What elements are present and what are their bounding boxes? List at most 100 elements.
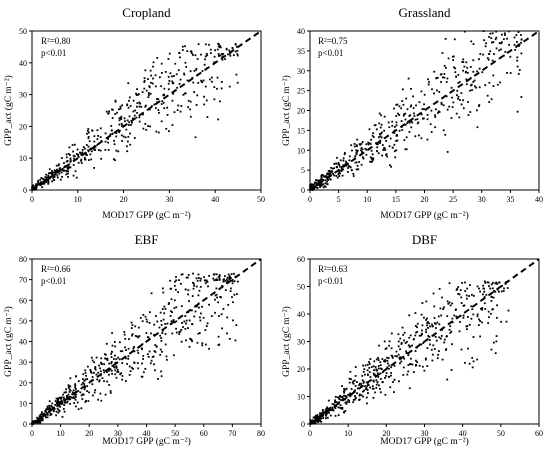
scatter-point <box>393 391 395 393</box>
scatter-point <box>146 320 149 323</box>
scatter-point <box>104 357 106 360</box>
scatter-point <box>69 402 72 405</box>
scatter-point <box>421 333 423 336</box>
scatter-point <box>130 327 133 329</box>
scatter-point <box>56 398 59 401</box>
scatter-point <box>432 344 435 347</box>
scatter-point <box>163 107 166 110</box>
scatter-point <box>402 374 405 376</box>
scatter-point <box>205 52 208 55</box>
scatter-point <box>356 138 359 141</box>
scatter-point <box>440 101 443 104</box>
scatter-point <box>464 281 466 284</box>
x-tick-label: 20 <box>421 195 429 204</box>
scatter-point <box>376 146 379 149</box>
scatter-point <box>334 415 337 417</box>
scatter-point <box>203 276 205 279</box>
scatter-point <box>365 153 368 156</box>
scatter-point <box>337 163 340 166</box>
scatter-point <box>466 297 468 300</box>
scatter-point <box>322 186 325 189</box>
scatter-point <box>72 174 75 177</box>
scatter-point <box>93 371 95 374</box>
scatter-point <box>152 77 154 80</box>
scatter-point <box>175 73 178 76</box>
scatter-point <box>470 305 473 308</box>
scatter-point <box>169 72 172 75</box>
scatter-point <box>170 310 172 313</box>
scatter-point <box>160 370 162 373</box>
scatter-point <box>196 341 199 344</box>
scatter-point <box>342 390 345 393</box>
scatter-point <box>208 303 210 306</box>
scatter-point <box>57 401 60 404</box>
scatter-point <box>360 163 363 166</box>
y-tick-label: 50 <box>19 317 27 326</box>
scatter-point <box>91 376 94 378</box>
scatter-point <box>89 153 92 156</box>
scatter-point <box>516 56 519 59</box>
scatter-point <box>386 359 389 362</box>
scatter-point <box>151 105 153 107</box>
scatter-point <box>355 168 358 171</box>
scatter-point <box>350 169 353 172</box>
scatter-point <box>158 76 161 79</box>
scatter-point <box>446 151 449 153</box>
scatter-point <box>408 131 411 133</box>
scatter-point <box>116 111 118 114</box>
x-axis-label: MOD17 GPP (gC m⁻²) <box>102 436 191 447</box>
scatter-point <box>451 302 454 305</box>
scatter-point <box>160 103 163 105</box>
scatter-point <box>87 137 90 140</box>
scatter-point <box>140 105 143 108</box>
scatter-point <box>486 94 489 97</box>
scatter-point <box>52 176 55 179</box>
scatter-point <box>141 348 143 351</box>
scatter-point <box>98 380 100 383</box>
scatter-point <box>203 279 206 282</box>
scatter-point <box>436 76 439 79</box>
scatter-point <box>90 372 93 374</box>
scatter-point <box>343 411 346 414</box>
scatter-point <box>99 127 102 130</box>
scatter-point <box>387 367 390 370</box>
scatter-point <box>470 317 473 320</box>
scatter-point <box>457 73 460 76</box>
scatter-point <box>49 414 52 417</box>
scatter-point <box>420 334 423 337</box>
scatter-point <box>377 376 380 378</box>
scatter-point <box>106 357 109 360</box>
scatter-point <box>375 358 378 361</box>
scatter-point <box>364 385 366 388</box>
scatter-point <box>388 126 391 129</box>
scatter-point <box>65 160 68 163</box>
scatter-point <box>209 52 212 55</box>
scatter-point <box>520 96 523 98</box>
x-tick-label: 20 <box>382 429 390 438</box>
x-tick-label: 0 <box>30 429 34 438</box>
scatter-point <box>96 138 99 141</box>
scatter-point <box>111 133 114 136</box>
scatter-point <box>188 300 190 303</box>
scatter-point <box>434 114 436 117</box>
scatter-point <box>482 287 485 290</box>
scatter-point <box>230 277 232 279</box>
scatter-point <box>396 139 399 142</box>
scatter-point <box>394 156 397 159</box>
scatter-point <box>76 148 79 151</box>
scatter-point <box>74 393 76 396</box>
scatter-point <box>56 400 59 402</box>
scatter-point <box>46 176 49 179</box>
scatter-point <box>470 83 473 86</box>
scatter-point <box>57 409 60 411</box>
scatter-point <box>69 385 72 388</box>
x-tick-label: 40 <box>143 429 151 438</box>
scatter-point <box>444 133 447 136</box>
scatter-point <box>354 155 357 157</box>
scatter-point <box>65 388 67 391</box>
scatter-point <box>41 411 43 414</box>
y-tick-label: 35 <box>297 47 305 56</box>
scatter-point <box>68 154 71 156</box>
scatter-point <box>43 182 46 185</box>
scatter-point <box>344 410 347 412</box>
